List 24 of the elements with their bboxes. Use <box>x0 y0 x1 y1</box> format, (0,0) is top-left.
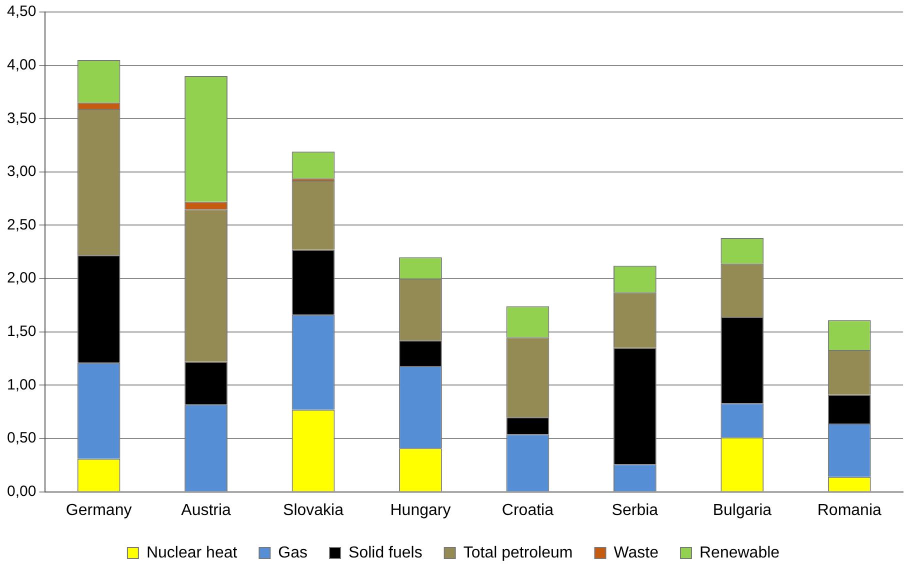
x-tick-label: Hungary <box>390 502 451 519</box>
x-tick-label: Germany <box>66 502 132 519</box>
x-tick-label: Serbia <box>612 502 658 519</box>
legend-label: Solid fuels <box>348 544 422 562</box>
y-tick-label: 0,00 <box>6 482 36 500</box>
legend-label: Nuclear heat <box>146 544 238 562</box>
x-tick-label: Croatia <box>502 502 554 519</box>
legend-label: Renewable <box>699 544 780 562</box>
legend-label: Total petroleum <box>463 544 573 562</box>
x-tick-label: Slovakia <box>283 502 344 519</box>
y-tick-label: 2,50 <box>6 216 36 234</box>
y-tick-label: 3,00 <box>6 163 36 180</box>
y-tick-label: 0,50 <box>6 430 36 447</box>
y-tick-label: 4,50 <box>6 3 36 20</box>
y-tick-label: 2,00 <box>6 270 36 287</box>
y-tick-label: 1,00 <box>6 376 36 394</box>
x-tick-label: Bulgaria <box>712 502 772 519</box>
y-tick-label: 1,50 <box>6 323 36 340</box>
legend-label: Waste <box>614 544 659 562</box>
x-tick-label: Romania <box>817 502 882 519</box>
x-tick-label: Austria <box>181 502 232 519</box>
y-tick-label: 3,50 <box>6 110 36 127</box>
y-tick-label: 4,00 <box>6 56 36 74</box>
legend-label: Gas <box>278 544 308 562</box>
